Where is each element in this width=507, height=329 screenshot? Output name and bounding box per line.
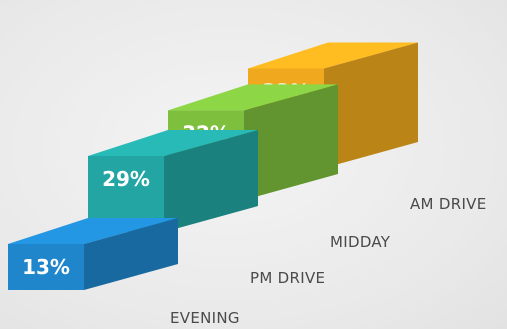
bar-top-evening — [8, 218, 178, 244]
bar-top-am-drive — [248, 42, 418, 69]
bar-side-pm-drive — [164, 130, 258, 232]
bar-side-evening — [84, 218, 178, 290]
category-label: AM DRIVE — [410, 195, 487, 213]
bar-side-am-drive — [324, 42, 418, 168]
bar-top-pm-drive — [88, 130, 258, 156]
category-label: MIDDAY — [330, 233, 391, 251]
bar-top-midday — [168, 84, 338, 111]
category-label: PM DRIVE — [250, 269, 325, 287]
bar-front-pm-drive — [88, 156, 164, 232]
bar-side-midday — [244, 84, 338, 200]
value-label: 29% — [102, 167, 150, 191]
bar-front-evening — [8, 244, 84, 290]
category-label: EVENING — [170, 309, 240, 327]
value-label: 13% — [22, 255, 70, 279]
